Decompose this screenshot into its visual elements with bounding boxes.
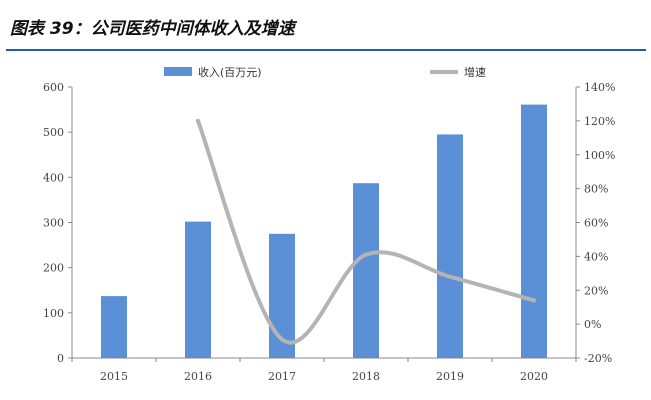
- y-right-tick-label: 0%: [584, 318, 601, 331]
- y-right-tick-label: 120%: [584, 115, 615, 128]
- x-tick-label: 2015: [100, 370, 128, 383]
- legend-bar-swatch: [164, 67, 192, 76]
- y-right-tick-label: -20%: [584, 352, 612, 365]
- growth-line: [196, 118, 536, 345]
- growth-point-2019: [448, 274, 452, 279]
- y-left-tick-label: 300: [43, 217, 64, 230]
- y-left-tick-label: 600: [43, 81, 64, 94]
- growth-point-2017: [280, 337, 284, 342]
- y-left-tick-label: 0: [57, 352, 64, 365]
- y-right-tick-label: 80%: [584, 183, 608, 196]
- y-left-tick-label: 500: [43, 126, 64, 139]
- axes: 0 100 200 300 400 500 600 -20% 0% 20% 40% 60% 80% 100…: [43, 81, 615, 383]
- legend-line-label: 增速: [464, 65, 486, 79]
- bar-series: [101, 104, 547, 359]
- growth-line-series: [196, 118, 536, 345]
- x-tick-label: 2018: [352, 370, 380, 383]
- legend-bar-label: 收入(百万元): [198, 65, 262, 79]
- y-left-tick-label: 100: [43, 307, 64, 320]
- x-tick-label: 2016: [184, 370, 212, 383]
- bar-2018: [353, 183, 379, 358]
- chart-title: 图表 39：公司医药中间体收入及增速: [10, 19, 295, 39]
- growth-point-2020: [532, 298, 536, 303]
- legend: 收入(百万元) 增速: [164, 65, 486, 79]
- y-right-tick-label: 20%: [584, 284, 608, 297]
- bar-2016: [185, 221, 211, 358]
- bar-2020: [521, 104, 547, 359]
- x-tick-label: 2020: [520, 370, 548, 383]
- y-left-tick-label: 200: [43, 262, 64, 275]
- x-tick-label: 2017: [268, 370, 296, 383]
- growth-point-2016: [196, 118, 200, 123]
- y-right-tick-label: 40%: [584, 250, 608, 263]
- y-right-tick-label: 60%: [584, 217, 608, 230]
- y-right-tick-label: 140%: [584, 81, 615, 94]
- y-right-tick-label: 100%: [584, 149, 615, 162]
- growth-point-2018: [364, 252, 368, 257]
- title-rule: [6, 49, 646, 51]
- x-tick-label: 2019: [436, 370, 464, 383]
- bar-2015: [101, 296, 127, 358]
- y-left-tick-label: 400: [43, 171, 64, 184]
- bar-2019: [437, 134, 463, 358]
